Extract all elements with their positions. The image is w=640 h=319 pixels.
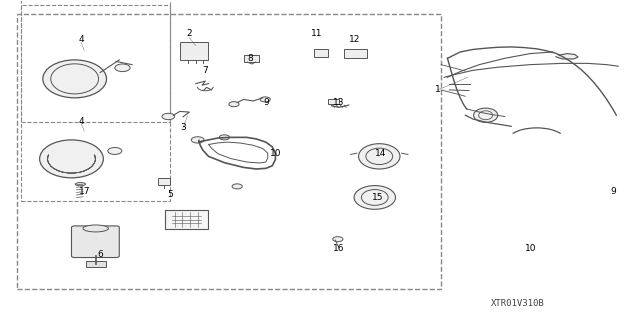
Ellipse shape xyxy=(83,225,108,232)
Ellipse shape xyxy=(76,182,86,186)
Ellipse shape xyxy=(474,108,498,122)
Ellipse shape xyxy=(358,144,400,169)
Circle shape xyxy=(333,237,343,242)
Text: 15: 15 xyxy=(372,193,383,202)
Circle shape xyxy=(229,102,239,107)
Text: 9: 9 xyxy=(263,98,269,107)
Ellipse shape xyxy=(40,140,103,178)
FancyBboxPatch shape xyxy=(180,42,209,60)
Polygon shape xyxy=(556,54,578,59)
Text: 10: 10 xyxy=(525,243,536,253)
FancyBboxPatch shape xyxy=(164,211,209,229)
Circle shape xyxy=(191,137,204,143)
Circle shape xyxy=(260,97,270,102)
FancyBboxPatch shape xyxy=(344,49,367,58)
Bar xyxy=(20,4,170,201)
Text: 3: 3 xyxy=(180,123,186,132)
Text: 13: 13 xyxy=(333,98,345,107)
Text: 1: 1 xyxy=(435,85,441,94)
Text: 2: 2 xyxy=(186,28,192,38)
Circle shape xyxy=(162,113,175,120)
Ellipse shape xyxy=(43,60,106,98)
Circle shape xyxy=(108,147,122,154)
FancyBboxPatch shape xyxy=(72,226,119,257)
Text: 8: 8 xyxy=(247,54,253,63)
Text: 9: 9 xyxy=(611,187,616,196)
Text: 4: 4 xyxy=(78,117,84,126)
Text: 7: 7 xyxy=(202,66,208,76)
Text: 16: 16 xyxy=(333,243,345,253)
Ellipse shape xyxy=(354,186,396,209)
FancyBboxPatch shape xyxy=(244,55,259,62)
FancyBboxPatch shape xyxy=(314,49,328,57)
Text: 5: 5 xyxy=(168,190,173,199)
Text: 10: 10 xyxy=(269,149,281,158)
Bar xyxy=(20,0,170,122)
Text: 12: 12 xyxy=(349,35,361,44)
Text: 6: 6 xyxy=(97,250,103,259)
Circle shape xyxy=(115,64,130,71)
Circle shape xyxy=(232,184,243,189)
Text: 17: 17 xyxy=(79,187,90,196)
Text: 4: 4 xyxy=(78,35,84,44)
Circle shape xyxy=(220,135,230,140)
Text: 11: 11 xyxy=(311,28,323,38)
Text: XTR01V310B: XTR01V310B xyxy=(491,299,545,308)
FancyBboxPatch shape xyxy=(328,99,339,104)
FancyBboxPatch shape xyxy=(157,178,170,185)
FancyBboxPatch shape xyxy=(86,261,106,267)
Bar xyxy=(17,14,441,289)
Text: 14: 14 xyxy=(375,149,386,158)
